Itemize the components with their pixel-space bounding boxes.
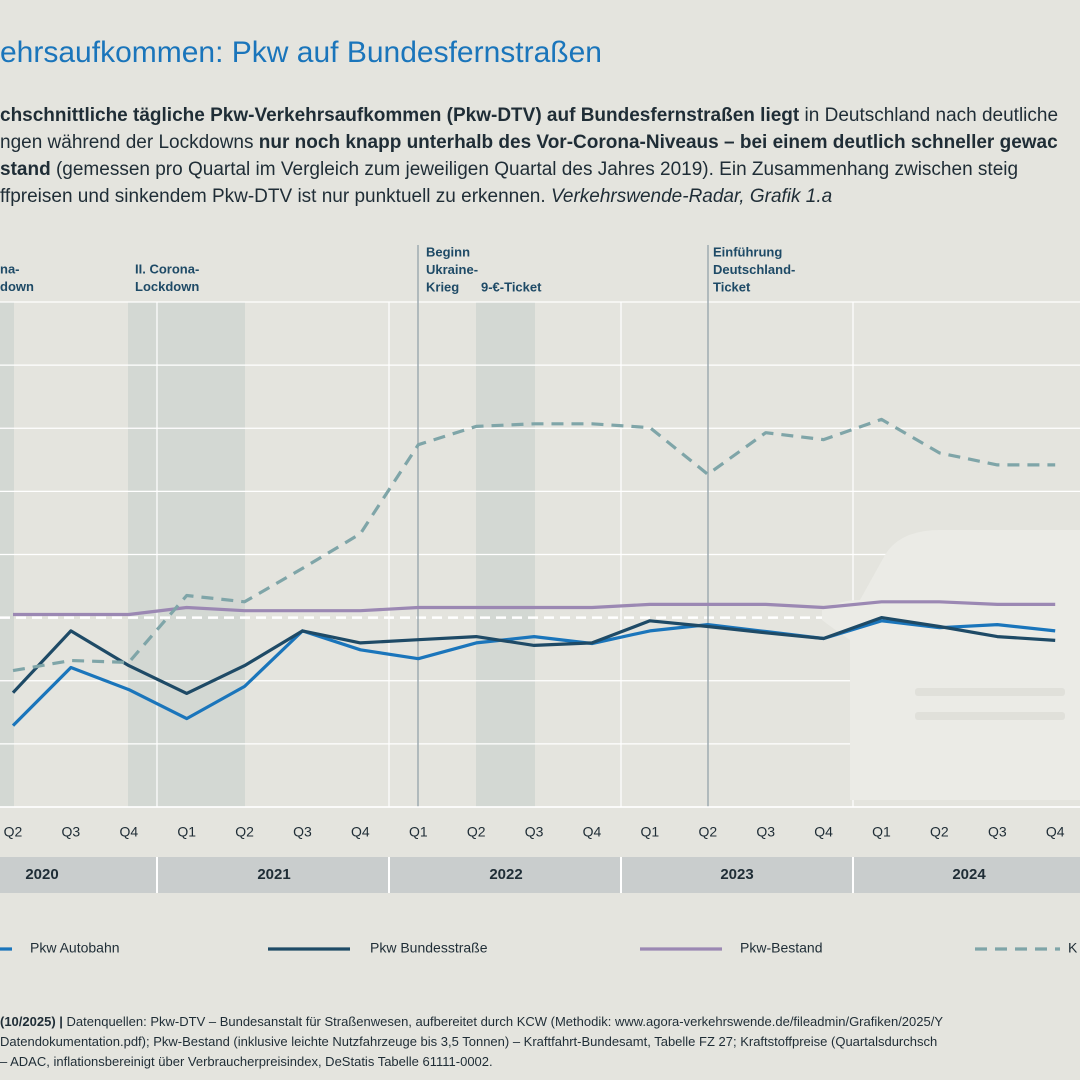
series-line xyxy=(11,619,1056,727)
x-tick-label: Q2 xyxy=(698,824,717,840)
year-band xyxy=(0,857,1080,893)
x-tick-label: Q3 xyxy=(62,824,81,840)
x-tick-label: Q4 xyxy=(814,824,833,840)
subtitle-line-segment: in Deutschland nach deutliche xyxy=(799,105,1058,126)
annotation: 9-€-Ticket xyxy=(481,279,542,294)
footer-line-segment: Datenquellen: Pkw-DTV – Bundesanstalt fü… xyxy=(63,1014,943,1029)
chart-title: ehrsaufkommen: Pkw auf Bundesfernstraßen xyxy=(0,36,602,69)
subtitle-line-segment: (gemessen pro Quartal im Vergleich zum j… xyxy=(51,159,1018,180)
x-tick-label: Q4 xyxy=(351,824,370,840)
x-tick-label: Q4 xyxy=(583,824,602,840)
subtitle-line: ffpreisen und sinkendem Pkw-DTV ist nur … xyxy=(0,186,832,207)
year-label: 2022 xyxy=(489,866,522,883)
x-tick-label: Q3 xyxy=(988,824,1007,840)
subtitle-line-segment: ffpreisen und sinkendem Pkw-DTV ist nur … xyxy=(0,186,551,207)
legend-label: Pkw-Bestand xyxy=(740,940,822,956)
subtitle-line: ngen während der Lockdowns nur noch knap… xyxy=(0,132,1058,153)
subtitle-line-segment: ngen während der Lockdowns xyxy=(0,132,259,153)
x-tick-label: Q2 xyxy=(930,824,949,840)
footer-line: – ADAC, inflationsbereinigt über Verbrau… xyxy=(0,1054,493,1069)
series-line xyxy=(12,417,1056,673)
subtitle-line-segment: nur noch knapp unterhalb des Vor-Corona-… xyxy=(259,132,1058,153)
x-tick-label: Q1 xyxy=(641,824,660,840)
subtitle-line-segment: chschnittliche tägliche Pkw-Verkehrsaufk… xyxy=(0,105,800,126)
legend-label: Pkw Bundesstraße xyxy=(370,940,488,956)
annotation: Beginn xyxy=(426,244,470,259)
series-line xyxy=(13,600,1056,617)
series-line xyxy=(11,616,1056,695)
annotation: Ticket xyxy=(713,279,751,294)
x-tick-label: Q2 xyxy=(235,824,254,840)
year-label: 2024 xyxy=(952,866,986,883)
annotation: na- xyxy=(0,261,20,276)
subtitle-line-segment: stand xyxy=(0,159,51,180)
plot xyxy=(11,417,1056,727)
car-detail xyxy=(915,688,1065,696)
legend-label: Pkw Autobahn xyxy=(30,940,120,956)
x-tick-label: Q1 xyxy=(872,824,891,840)
subtitle-line-segment: Verkehrswende-Radar, Grafik 1.a xyxy=(551,186,832,207)
footer-line: Datendokumentation.pdf); Pkw-Bestand (in… xyxy=(0,1034,937,1049)
x-tick-label: Q3 xyxy=(525,824,544,840)
year-label: 2021 xyxy=(257,866,290,883)
x-tick-label: Q3 xyxy=(756,824,775,840)
annotation: Lockdown xyxy=(135,279,199,294)
year-label: 2020 xyxy=(25,866,58,883)
x-tick-label: Q4 xyxy=(119,824,138,840)
x-tick-label: Q2 xyxy=(4,824,23,840)
annotation: down xyxy=(0,279,34,294)
x-tick-label: Q4 xyxy=(1046,824,1065,840)
x-tick-label: Q1 xyxy=(177,824,196,840)
annotation: Einführung xyxy=(713,244,782,259)
x-tick-label: Q1 xyxy=(409,824,428,840)
footer-line-segment: – ADAC, inflationsbereinigt über Verbrau… xyxy=(0,1054,493,1069)
x-tick-label: Q2 xyxy=(467,824,486,840)
x-tick-label: Q3 xyxy=(293,824,312,840)
annotation: Deutschland- xyxy=(713,262,795,277)
footer-line: (10/2025) | Datenquellen: Pkw-DTV – Bund… xyxy=(0,1014,943,1029)
annotation: II. Corona- xyxy=(135,261,199,276)
footer-line-segment: Datendokumentation.pdf); Pkw-Bestand (in… xyxy=(0,1034,937,1049)
car-silhouette xyxy=(822,530,1080,800)
car-detail xyxy=(915,712,1065,720)
footer-line-segment: (10/2025) | xyxy=(0,1014,63,1029)
legend-label: K xyxy=(1068,940,1078,956)
year-label: 2023 xyxy=(720,866,753,883)
subtitle-line: stand (gemessen pro Quartal im Vergleich… xyxy=(0,159,1018,180)
annotation: Ukraine- xyxy=(426,262,478,277)
annotation: Krieg xyxy=(426,279,459,294)
subtitle-line: chschnittliche tägliche Pkw-Verkehrsaufk… xyxy=(0,105,1058,126)
